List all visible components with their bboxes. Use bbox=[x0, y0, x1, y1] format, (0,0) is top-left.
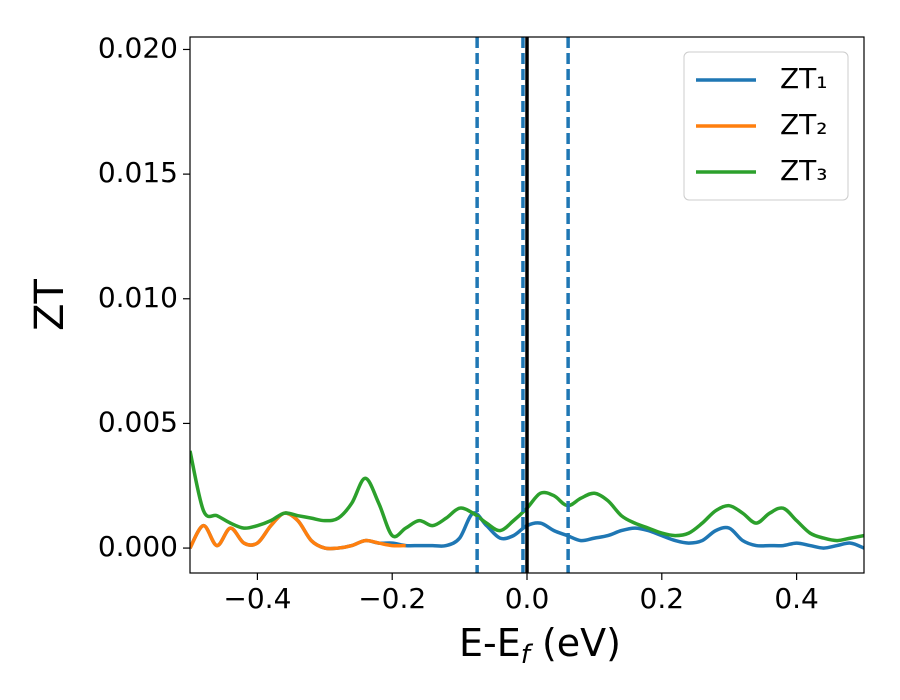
y-tick-label: 0.020 bbox=[98, 31, 178, 64]
legend-label: ZT₁ bbox=[780, 62, 828, 95]
y-tick-label: 0.015 bbox=[98, 156, 178, 189]
x-label-main: E-E bbox=[459, 621, 521, 665]
x-label-rest: (eV) bbox=[530, 621, 621, 665]
x-tick-label: −0.2 bbox=[358, 582, 426, 615]
y-axis-label: ZT bbox=[27, 279, 73, 331]
plot bbox=[190, 37, 864, 573]
legend-box bbox=[683, 51, 849, 201]
y-tick-label: 0.010 bbox=[98, 281, 178, 314]
plot-frame bbox=[189, 36, 865, 574]
x-tick-label: 0.0 bbox=[505, 582, 550, 615]
x-axis-label: E-Ef (eV) bbox=[459, 621, 621, 670]
x-tick-label: 0.4 bbox=[774, 582, 819, 615]
legend-label: ZT₃ bbox=[780, 154, 828, 187]
y-tick-label: 0.005 bbox=[98, 405, 178, 438]
x-tick-label: 0.2 bbox=[640, 582, 685, 615]
x-tick-label: −0.4 bbox=[223, 582, 291, 615]
series-line bbox=[190, 511, 406, 551]
y-tick-label: 0.000 bbox=[98, 530, 178, 563]
legend-label: ZT₂ bbox=[780, 108, 828, 141]
